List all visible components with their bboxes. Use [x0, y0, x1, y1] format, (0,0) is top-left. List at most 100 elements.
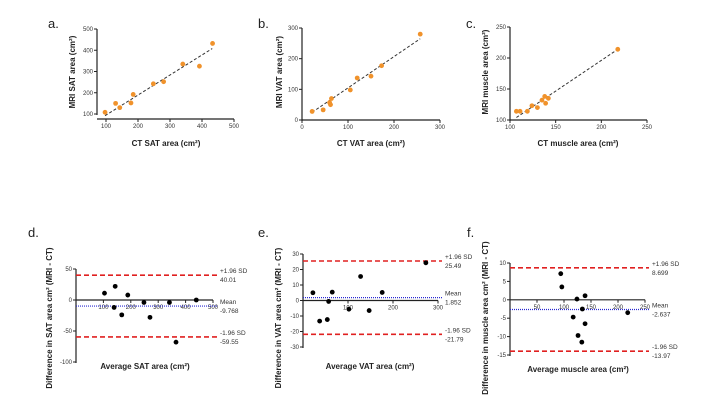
data-point	[173, 339, 179, 345]
lower-limit-value: -59.55	[220, 339, 239, 346]
y-axis-label: Difference in SAT area cm² (MRI - CT)	[45, 247, 54, 389]
y-tick-label: 0	[296, 299, 300, 305]
data-point	[167, 300, 172, 305]
x-tick-label: 300	[165, 124, 176, 130]
upper-limit-label: +1.96 SD	[652, 261, 680, 268]
y-tick-label: 100	[83, 112, 94, 118]
data-point	[423, 260, 429, 266]
data-point	[117, 105, 123, 111]
panel-a: a. 100 200 300 400 500 100 200 300 400 500 CT SAT a…	[48, 16, 240, 148]
data-point	[579, 339, 585, 345]
data-point	[150, 81, 156, 87]
y-axis-label: MRI VAT area (cm²)	[275, 36, 284, 108]
y-tick-label: 5	[503, 279, 507, 285]
data-point	[347, 87, 353, 93]
mean-limit-label: Mean	[652, 303, 669, 310]
x-tick-label: 100	[101, 124, 112, 130]
data-point	[320, 107, 326, 113]
y-tick-label: -100	[60, 360, 73, 366]
y-axis-label: Difference in muscle area cm² (MRI - CT)	[481, 241, 490, 395]
y-axis-label: Difference in VAT area cm² (MRI - CT)	[274, 247, 283, 388]
lower-limit-value: -21.79	[445, 336, 464, 343]
data-point	[161, 79, 167, 85]
x-axis-label: Average muscle area (cm²)	[527, 365, 629, 374]
data-point	[309, 109, 315, 114]
panel-label: c.	[466, 16, 476, 31]
y-tick-label: 200	[83, 91, 94, 97]
x-tick-label: 200	[388, 306, 399, 312]
data-point	[354, 75, 360, 81]
x-tick-label: 250	[640, 305, 651, 311]
y-tick-label: -30	[290, 345, 299, 351]
data-point	[113, 100, 118, 106]
data-point	[559, 284, 565, 290]
x-axis-label: Average SAT area (cm²)	[100, 362, 190, 371]
x-tick-label: 400	[197, 124, 208, 130]
data-point	[310, 290, 316, 296]
upper-limit-label: +1.96 SD	[445, 254, 473, 261]
data-point	[147, 314, 153, 320]
data-point	[346, 306, 352, 312]
x-tick-label: 200	[613, 305, 624, 311]
y-tick-label: 150	[496, 87, 507, 93]
mean-limit-label: Mean	[445, 291, 462, 298]
upper-limit-label: +1.96 SD	[220, 268, 248, 275]
panel-label: f.	[467, 225, 474, 240]
x-tick-label: 100	[343, 125, 354, 131]
y-tick-label: 50	[65, 267, 72, 273]
data-point	[545, 95, 551, 101]
data-point	[579, 306, 585, 312]
x-tick-label: 400	[181, 305, 192, 311]
data-point	[379, 290, 385, 295]
lower-limit-label: -1.96 SD	[445, 327, 471, 334]
y-tick-label: 10	[499, 261, 506, 267]
data-point	[625, 310, 631, 316]
data-point	[125, 292, 131, 298]
y-tick-label: 0	[69, 298, 73, 304]
y-tick-label: -10	[290, 314, 299, 320]
data-point	[535, 105, 540, 110]
data-point	[193, 297, 199, 303]
y-tick-label: 300	[288, 26, 299, 32]
panel-label: e.	[258, 225, 269, 240]
data-point	[529, 103, 535, 109]
y-tick-label: -10	[497, 335, 506, 341]
upper-limit-value: 40.01	[220, 277, 237, 284]
mean-limit-value: -2.637	[652, 312, 671, 319]
data-point	[543, 100, 549, 106]
x-tick-label: 250	[642, 125, 653, 131]
data-point	[102, 290, 107, 296]
data-point	[379, 63, 384, 69]
y-tick-label: 200	[496, 56, 507, 62]
data-point	[524, 108, 530, 114]
y-tick-label: 0	[295, 118, 299, 124]
data-point	[366, 308, 372, 313]
lower-limit-label: -1.96 SD	[220, 330, 246, 337]
panel-d: d. -100 -50 0 50 100 200 300 400 500 Average SAT a…	[28, 225, 248, 389]
data-point	[102, 109, 108, 115]
data-point	[112, 283, 118, 289]
data-point	[128, 100, 134, 106]
data-point	[517, 108, 523, 114]
panel-b: b. 0 100 200 300 0 100 200 300 CT VAT area (cm²) M…	[258, 16, 446, 148]
data-point	[575, 333, 581, 338]
x-tick-label: 500	[208, 305, 219, 311]
x-tick-label: 500	[229, 124, 240, 130]
y-tick-label: -50	[63, 329, 72, 335]
data-point	[317, 318, 323, 324]
panel-e: e.-30-20-100102030100200300Average VAT a…	[258, 225, 473, 388]
data-point	[141, 300, 147, 305]
x-tick-label: 150	[586, 305, 597, 311]
y-tick-label: 300	[83, 70, 94, 76]
data-point	[539, 97, 545, 103]
x-tick-label: 100	[505, 125, 516, 131]
panel-c: c. 100 150 200 250 100 150 200 250 CT muscle area…	[466, 16, 653, 148]
y-tick-label: 100	[496, 118, 507, 124]
panel-label: a.	[48, 16, 59, 31]
y-tick-label: 250	[496, 25, 507, 31]
mean-limit-label: Mean	[220, 299, 237, 306]
y-axis-label: MRI SAT area (cm²)	[68, 35, 77, 108]
x-tick-label: 300	[435, 125, 446, 131]
x-tick-label: 150	[551, 125, 562, 131]
